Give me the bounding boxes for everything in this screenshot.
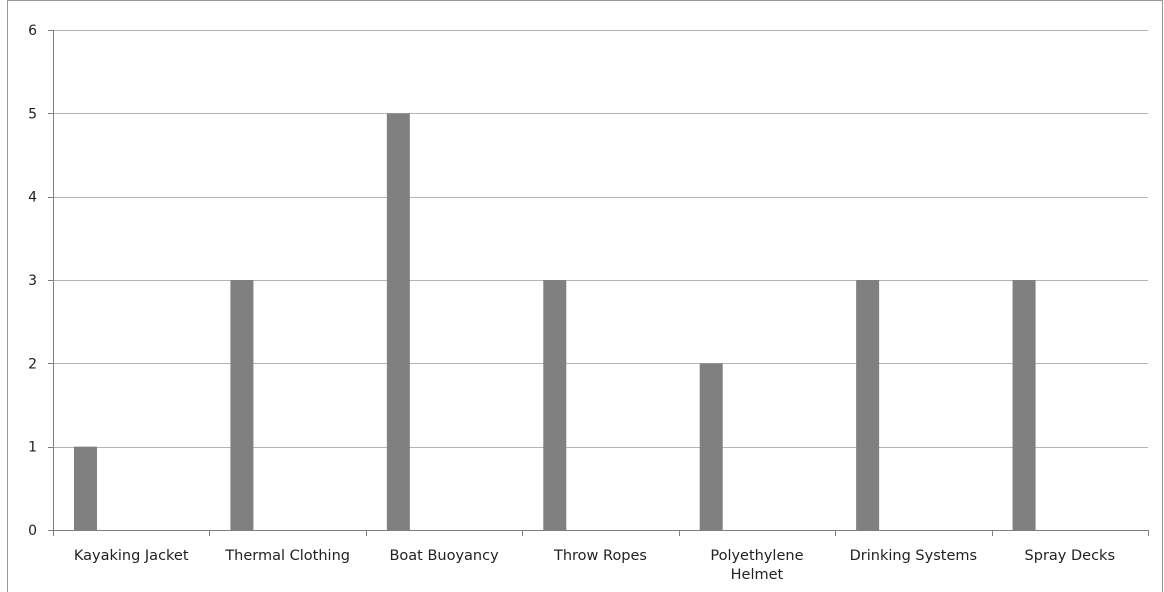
x-tick-label: Helmet [731, 567, 784, 583]
y-tick-label: 3 [28, 273, 37, 289]
chart-border [7, 0, 1163, 592]
y-tick-label: 6 [28, 23, 37, 39]
y-tick-label: 4 [28, 190, 37, 206]
x-tick-label: Polyethylene [710, 548, 803, 564]
bar [856, 280, 880, 530]
bar [699, 363, 723, 530]
axes [48, 30, 1149, 536]
x-tick-label: Drinking Systems [850, 548, 977, 564]
y-tick-label: 5 [28, 106, 37, 122]
bar [386, 113, 410, 530]
x-tick-label: Kayaking Jacket [74, 548, 189, 564]
y-tick-labels: 0 1 2 3 4 5 6 [28, 23, 37, 539]
y-tick-label: 0 [28, 523, 37, 539]
x-tick-label: Boat Buoyancy [389, 548, 499, 564]
bars [74, 113, 1036, 530]
bar [543, 280, 567, 530]
bar [230, 280, 254, 530]
bar [74, 446, 97, 530]
x-tick-label: Thermal Clothing [224, 548, 350, 564]
y-tick-label: 2 [28, 356, 37, 372]
x-tick-labels: Kayaking Jacket Thermal Clothing Boat Buoy… [74, 548, 1115, 583]
gridlines [53, 30, 1148, 448]
y-tick-label: 1 [28, 440, 37, 456]
bar [1012, 280, 1036, 530]
x-tick-label: Spray Decks [1025, 548, 1115, 564]
x-tick-label: Throw Ropes [553, 548, 647, 564]
